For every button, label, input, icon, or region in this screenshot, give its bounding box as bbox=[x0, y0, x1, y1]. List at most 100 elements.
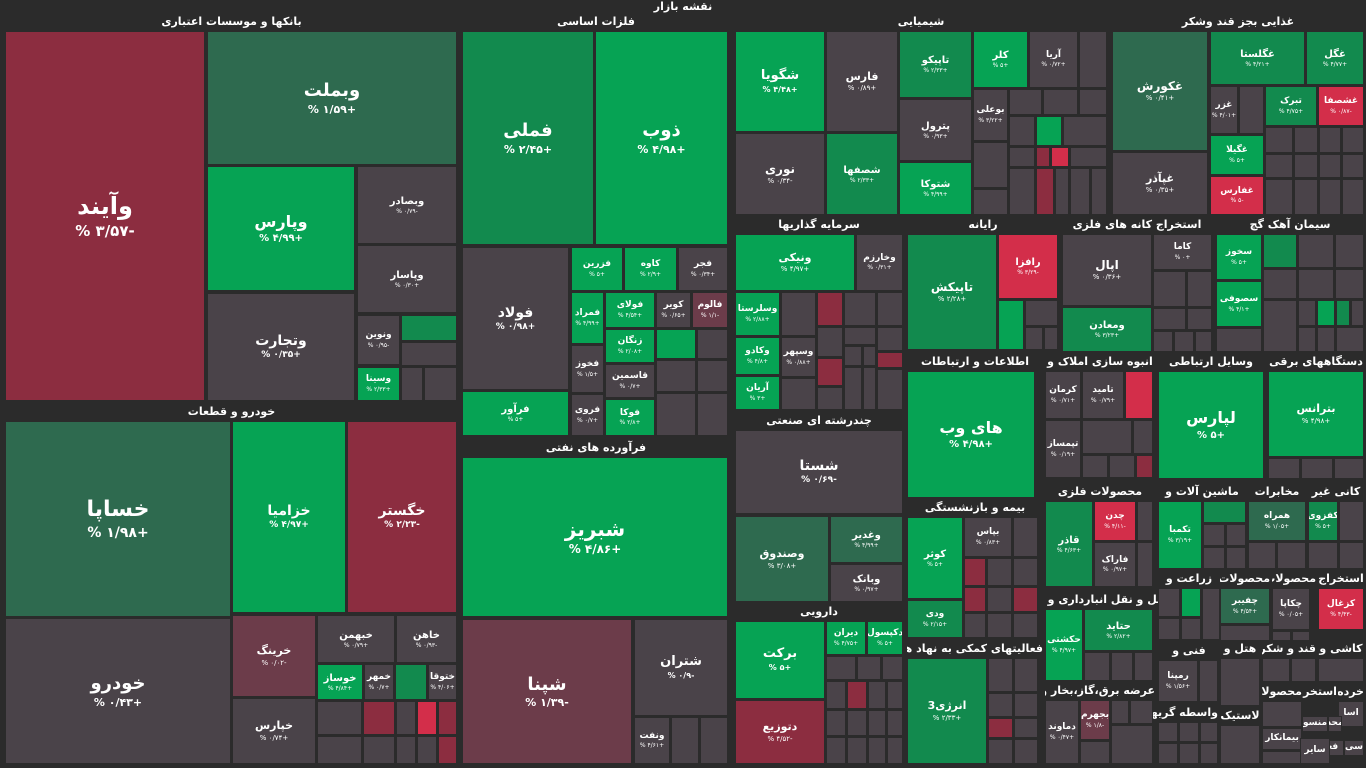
stock-tile[interactable] bbox=[988, 718, 1013, 738]
stock-tile[interactable]: ودی +۲/۱۵ % bbox=[907, 600, 963, 638]
stock-tile[interactable]: چکاپا +۰/۰۵ % bbox=[1272, 588, 1310, 630]
stock-tile[interactable]: رافزا -۳/۲۹ % bbox=[998, 234, 1058, 299]
stock-tile[interactable] bbox=[1298, 300, 1316, 326]
stock-tile[interactable] bbox=[1014, 739, 1038, 764]
stock-tile[interactable] bbox=[1137, 542, 1153, 587]
stock-tile[interactable] bbox=[1203, 524, 1225, 546]
stock-tile[interactable]: شستا -۰/۶۹ % bbox=[735, 430, 903, 514]
stock-tile[interactable]: زنگان +۲/۰۸ % bbox=[605, 329, 655, 363]
stock-tile[interactable] bbox=[863, 346, 876, 366]
stock-tile[interactable] bbox=[1294, 179, 1318, 215]
stock-tile[interactable] bbox=[988, 658, 1013, 692]
stock-tile[interactable]: آریا +۰/۷۲ % bbox=[1029, 31, 1078, 88]
stock-tile[interactable]: فخوز +۱/۵ % bbox=[571, 345, 604, 393]
stock-tile[interactable] bbox=[1055, 168, 1069, 215]
stock-tile[interactable] bbox=[438, 701, 457, 735]
stock-tile[interactable] bbox=[1111, 700, 1129, 724]
stock-tile[interactable] bbox=[1263, 234, 1297, 268]
stock-tile[interactable]: بیمانکار bbox=[1262, 728, 1302, 750]
stock-tile[interactable] bbox=[1014, 693, 1038, 717]
stock-tile[interactable]: قاذر +۴/۶۳ % bbox=[1045, 501, 1093, 587]
stock-tile[interactable]: وغدیر +۴/۹۹ % bbox=[830, 516, 903, 563]
stock-tile[interactable]: پترول +۰/۹۳ % bbox=[899, 99, 972, 161]
stock-tile[interactable] bbox=[1301, 458, 1333, 479]
stock-tile[interactable]: فارس +۰/۸۹ % bbox=[826, 31, 898, 132]
stock-tile[interactable] bbox=[697, 329, 728, 359]
stock-tile[interactable] bbox=[1220, 658, 1260, 706]
stock-tile[interactable] bbox=[1181, 588, 1201, 617]
stock-tile[interactable] bbox=[1336, 300, 1350, 326]
stock-tile[interactable] bbox=[1317, 300, 1335, 326]
stock-tile[interactable] bbox=[1220, 725, 1260, 764]
stock-tile[interactable] bbox=[1298, 269, 1334, 299]
stock-tile[interactable] bbox=[1014, 718, 1038, 738]
stock-tile[interactable] bbox=[1082, 455, 1108, 478]
stock-tile[interactable]: شگویا +۴/۴۸ % bbox=[735, 31, 825, 132]
stock-tile[interactable]: کاوه +۲/۹ % bbox=[624, 247, 677, 291]
stock-tile[interactable] bbox=[401, 342, 457, 366]
stock-tile[interactable] bbox=[987, 558, 1012, 586]
stock-tile[interactable] bbox=[1263, 269, 1297, 299]
stock-tile[interactable] bbox=[1202, 588, 1220, 640]
stock-tile[interactable]: ذوب +۴/۹۸ % bbox=[595, 31, 728, 245]
stock-tile[interactable]: وسینا +۲/۳۳ % bbox=[357, 367, 400, 401]
stock-tile[interactable]: برکت +۵ % bbox=[735, 621, 825, 699]
stock-tile[interactable] bbox=[1025, 300, 1058, 326]
stock-tile[interactable] bbox=[817, 292, 843, 326]
stock-tile[interactable] bbox=[817, 358, 843, 386]
stock-tile[interactable] bbox=[1262, 751, 1302, 764]
stock-tile[interactable] bbox=[1153, 331, 1173, 352]
stock-tile[interactable]: کزغال -۴/۴۳ % bbox=[1318, 588, 1364, 630]
stock-tile[interactable] bbox=[781, 378, 816, 410]
stock-tile[interactable] bbox=[826, 656, 856, 680]
stock-tile[interactable]: محد bbox=[1328, 716, 1342, 732]
stock-tile[interactable] bbox=[1153, 308, 1186, 330]
stock-tile[interactable]: دکپسول +۵ % bbox=[867, 621, 903, 655]
stock-tile[interactable] bbox=[868, 710, 886, 736]
stock-tile[interactable] bbox=[363, 701, 395, 735]
stock-tile[interactable] bbox=[1292, 631, 1310, 641]
stock-tile[interactable] bbox=[1187, 271, 1212, 307]
stock-tile[interactable]: شتران -۰/۹ % bbox=[634, 619, 728, 716]
stock-tile[interactable] bbox=[847, 737, 867, 764]
stock-tile[interactable] bbox=[844, 292, 876, 326]
stock-tile[interactable]: ونوین -۰/۹۵ % bbox=[357, 315, 400, 365]
stock-tile[interactable]: غگیلا +۵ % bbox=[1210, 135, 1264, 175]
stock-tile[interactable] bbox=[1080, 741, 1110, 764]
stock-tile[interactable] bbox=[438, 736, 457, 764]
stock-tile[interactable] bbox=[1226, 524, 1246, 546]
stock-tile[interactable] bbox=[656, 393, 696, 436]
stock-tile[interactable]: دماوند +۰/۴۷ % bbox=[1045, 700, 1079, 764]
stock-tile[interactable]: خگستر -۲/۲۳ % bbox=[347, 421, 457, 613]
stock-tile[interactable]: سصوفی +۴/۱ % bbox=[1216, 281, 1262, 327]
stock-tile[interactable]: سخوز +۵ % bbox=[1216, 234, 1262, 280]
stock-tile[interactable]: غشصفا -۰/۸۷ % bbox=[1318, 86, 1364, 126]
stock-tile[interactable] bbox=[1079, 31, 1107, 88]
stock-tile[interactable]: تامید +۰/۷۹ % bbox=[1082, 371, 1124, 419]
stock-tile[interactable] bbox=[417, 701, 437, 735]
stock-tile[interactable] bbox=[1013, 517, 1038, 557]
stock-tile[interactable] bbox=[1158, 722, 1178, 742]
stock-tile[interactable] bbox=[964, 613, 986, 638]
stock-tile[interactable] bbox=[1153, 271, 1186, 307]
stock-tile[interactable] bbox=[781, 292, 816, 336]
stock-tile[interactable]: تاپیکش +۲/۲۸ % bbox=[907, 234, 997, 350]
stock-tile[interactable] bbox=[826, 737, 846, 764]
stock-tile[interactable] bbox=[395, 664, 427, 700]
stock-tile[interactable]: وسپهر +۰/۸۸ % bbox=[781, 337, 816, 377]
stock-tile[interactable] bbox=[1063, 116, 1107, 146]
stock-tile[interactable] bbox=[1336, 327, 1364, 352]
stock-tile[interactable]: خاهن -۰/۹۳ % bbox=[396, 615, 457, 663]
stock-tile[interactable] bbox=[964, 587, 986, 612]
stock-tile[interactable]: فوکا +۲/۸ % bbox=[605, 399, 655, 436]
stock-tile[interactable]: حتاید +۲/۸۲ % bbox=[1084, 609, 1153, 651]
stock-tile[interactable]: تکمبا +۳/۱۹ % bbox=[1158, 501, 1202, 569]
stock-tile[interactable]: شپنا -۱/۳۹ % bbox=[462, 619, 632, 764]
stock-tile[interactable]: ومعادن +۳/۲۳ % bbox=[1062, 307, 1152, 352]
stock-tile[interactable]: لپارس +۵ % bbox=[1158, 371, 1264, 479]
stock-tile[interactable]: همراه +۱/۰۵ % bbox=[1248, 501, 1306, 541]
stock-tile[interactable]: قاسمین +۰/۷ % bbox=[605, 364, 655, 398]
stock-tile[interactable] bbox=[868, 737, 886, 764]
stock-tile[interactable] bbox=[973, 142, 1008, 188]
stock-tile[interactable]: چفیبر +۴/۵۴ % bbox=[1220, 588, 1270, 624]
